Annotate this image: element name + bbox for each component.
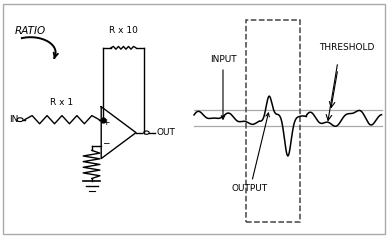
Text: RATIO: RATIO [15, 26, 46, 36]
Text: IN: IN [9, 115, 18, 124]
Text: OUTPUT: OUTPUT [232, 113, 269, 193]
Text: OUT: OUT [157, 128, 176, 137]
Text: R x 1: R x 1 [50, 97, 74, 106]
Text: THRESHOLD: THRESHOLD [319, 43, 374, 52]
Text: INPUT: INPUT [210, 55, 236, 119]
Text: +: + [102, 118, 110, 127]
Text: −: − [102, 138, 110, 147]
FancyBboxPatch shape [3, 4, 385, 234]
Bar [246, 19, 300, 222]
Text: R x 10: R x 10 [109, 26, 138, 35]
